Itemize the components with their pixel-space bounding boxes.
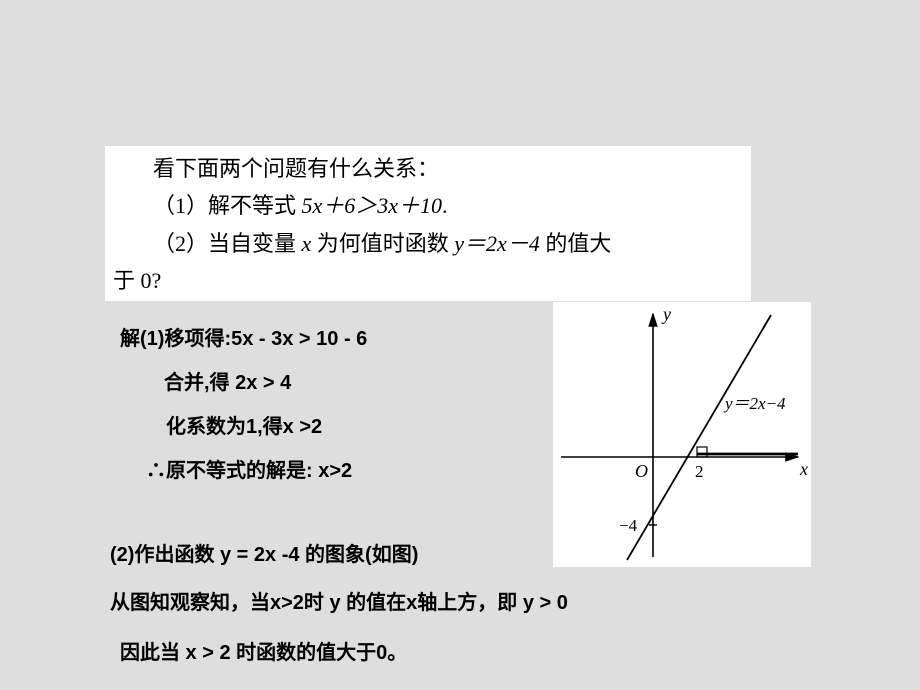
p2-prefix: （2）当自变量 — [153, 231, 302, 256]
x-axis-label: x — [799, 459, 808, 479]
p1-suffix: . — [442, 193, 448, 218]
solution-block: 解(1)移项得:5x - 3x > 10 - 6 合并,得 2x > 4 化系数… — [120, 317, 367, 493]
y-tick-label: −4 — [619, 516, 638, 535]
x-tick-label: 2 — [695, 462, 704, 481]
problem-intro: 看下面两个问题有什么关系： — [113, 150, 743, 187]
lower-line-2: 从图知观察知，当x>2时 y 的值在x轴上方，即 y > 0 — [110, 586, 568, 615]
p2-x: x — [302, 231, 312, 256]
solution-line-3: 化系数为1,得x >2 — [120, 405, 367, 449]
p2-tail: 的值大 — [540, 231, 612, 256]
solution-line-1: 解(1)移项得:5x - 3x > 10 - 6 — [120, 317, 367, 361]
right-angle-marker — [697, 447, 707, 457]
p1-prefix: （1）解不等式 — [153, 193, 302, 218]
y-axis-label: y — [661, 304, 671, 324]
origin-label: O — [635, 461, 648, 481]
solution-line-2: 合并,得 2x > 4 — [120, 361, 367, 405]
p2-eqn: y＝2x－4 — [454, 231, 540, 256]
p1-math: 5x＋6＞3x＋10 — [302, 193, 443, 218]
equation-label: y＝2x−4 — [723, 394, 786, 413]
solution-line-4: ∴原不等式的解是: x>2 — [120, 449, 367, 493]
p2-mid: 为何值时函数 — [311, 231, 454, 256]
graph-svg: y x O 2 −4 y＝2x−4 — [553, 302, 811, 567]
problem-1: （1）解不等式 5x＋6＞3x＋10. — [113, 187, 743, 224]
lower-line-1: (2)作出函数 y = 2x -4 的图象(如图) — [110, 538, 418, 567]
problem-box: 看下面两个问题有什么关系： （1）解不等式 5x＋6＞3x＋10. （2）当自变… — [105, 146, 751, 301]
lower-line-3: 因此当 x > 2 时函数的值大于0。 — [120, 636, 407, 665]
problem-2-line2: 于 0? — [113, 262, 743, 299]
graph-box: y x O 2 −4 y＝2x−4 — [553, 302, 811, 567]
function-line — [627, 315, 771, 560]
problem-2-line1: （2）当自变量 x 为何值时函数 y＝2x－4 的值大 — [113, 225, 743, 262]
page: 看下面两个问题有什么关系： （1）解不等式 5x＋6＞3x＋10. （2）当自变… — [0, 0, 920, 690]
